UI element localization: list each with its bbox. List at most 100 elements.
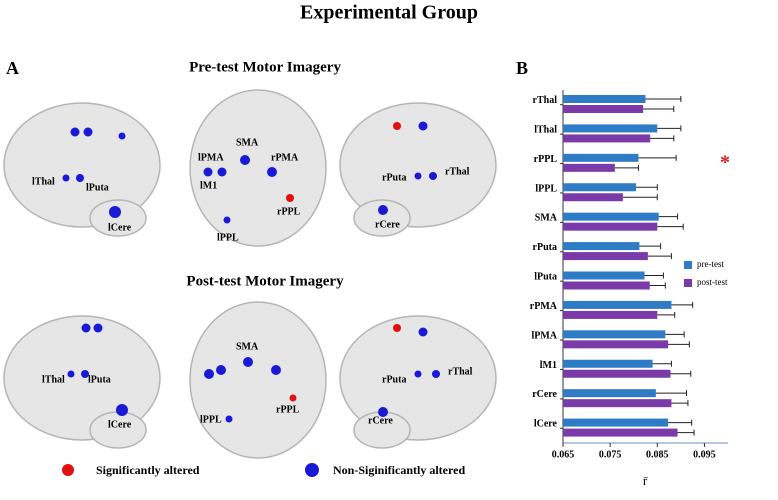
error-bar — [668, 341, 690, 348]
node-label: lPPL — [200, 414, 222, 425]
y-tick-label: lThal — [534, 124, 557, 135]
x-tick-label: 0.095 — [693, 449, 716, 460]
panel-label: A — [6, 58, 19, 78]
node-label: lThal — [42, 374, 65, 385]
error-bar — [657, 311, 676, 318]
panel-label: B — [516, 58, 528, 78]
error-bar — [638, 154, 677, 161]
error-bar — [658, 213, 679, 220]
error-bar — [657, 125, 682, 132]
node-label: lCere — [108, 419, 132, 430]
error-bar — [670, 370, 692, 377]
legend-label: Significantly altered — [96, 463, 200, 477]
bar — [563, 212, 659, 221]
error-bar — [677, 429, 695, 436]
bar — [563, 310, 658, 319]
bar — [563, 369, 671, 378]
y-tick-label: rPPL — [534, 154, 558, 165]
x-axis-title: r̄ — [643, 473, 648, 488]
node-label: lPMA — [198, 152, 224, 163]
error-bar — [652, 360, 672, 367]
error-bar — [636, 184, 658, 191]
y-tick-label: lCere — [534, 419, 558, 430]
error-bar — [668, 419, 693, 426]
bar — [563, 134, 651, 143]
brain-pre-top: SMA lPMA rPMA lM1 rPPL lPPL — [189, 89, 327, 247]
legend-label: post-test — [697, 277, 728, 287]
bar — [563, 252, 648, 261]
brain-post-left: lThal lPuta lCere — [3, 315, 161, 449]
node-label: rCere — [375, 219, 400, 230]
brain-post-top: SMA rPPL lPPL — [189, 301, 327, 459]
bar — [563, 95, 646, 103]
y-tick-label: lPPL — [535, 183, 557, 194]
node-label: lPuta — [86, 182, 109, 193]
bar — [563, 193, 623, 202]
bar — [563, 418, 669, 427]
node-label: rPuta — [382, 172, 406, 183]
bar — [563, 389, 656, 398]
node-label: SMA — [236, 137, 259, 148]
legend-swatch — [684, 279, 692, 287]
legend-swatch — [305, 463, 319, 477]
node-label: SMA — [236, 341, 259, 352]
node-label: lThal — [32, 176, 55, 187]
node-label: rPPL — [276, 404, 300, 415]
node-label: lCere — [108, 222, 132, 233]
x-tick-label: 0.085 — [646, 449, 669, 460]
y-tick-label: lM1 — [540, 360, 557, 371]
bar — [563, 428, 678, 437]
brain-pre-right: rPuta rThal rCere — [339, 102, 497, 237]
error-bar — [657, 223, 684, 230]
node-label: rPPL — [277, 206, 301, 217]
node-label: rPuta — [382, 374, 406, 385]
bar — [563, 300, 672, 309]
brain-post-right: rPuta rThal rCere — [339, 315, 497, 449]
error-bar — [644, 272, 664, 279]
error-bar — [622, 194, 658, 201]
error-bar — [665, 331, 685, 338]
error-bar — [671, 301, 694, 308]
y-tick-label: lPuta — [534, 272, 557, 283]
node-label: rThal — [445, 166, 470, 177]
y-tick-label: rPuta — [533, 242, 557, 253]
brain-pre-left: lThal lPuta lCere — [3, 102, 161, 237]
bar — [563, 242, 640, 251]
y-tick-label: SMA — [535, 213, 558, 224]
bar — [563, 153, 639, 162]
bar — [563, 340, 669, 349]
y-tick-label: lPMA — [531, 330, 557, 341]
bar — [563, 271, 645, 280]
y-tick-label: rPMA — [530, 301, 558, 312]
error-bar — [643, 106, 675, 112]
row-title: Post-test Motor Imagery — [186, 273, 344, 289]
significance-mark: * — [720, 152, 730, 174]
bar — [563, 105, 644, 113]
error-bar — [639, 243, 662, 250]
error-bar — [650, 135, 675, 142]
error-bar — [614, 164, 639, 171]
bar — [563, 281, 650, 290]
y-tick-label: rCere — [532, 389, 557, 400]
x-tick-label: 0.075 — [599, 449, 622, 460]
legend-swatch — [62, 464, 74, 476]
error-bar — [647, 253, 672, 260]
bar — [563, 163, 615, 172]
error-bar — [671, 400, 689, 407]
node-label: rCere — [368, 415, 393, 426]
bar — [563, 399, 672, 408]
bar — [563, 124, 658, 133]
legend-label: pre-test — [697, 259, 724, 269]
error-bar — [645, 96, 682, 102]
node-label: lPuta — [88, 374, 111, 385]
node-label: rPMA — [271, 152, 299, 163]
legend-label: Non-Siginificantly altered — [333, 463, 465, 477]
error-bar — [649, 282, 666, 289]
error-bar — [655, 390, 688, 397]
bar — [563, 183, 637, 192]
bar — [563, 330, 666, 339]
node-label: lM1 — [200, 180, 217, 191]
node-label: lPPL — [217, 232, 239, 243]
bar — [563, 359, 653, 368]
